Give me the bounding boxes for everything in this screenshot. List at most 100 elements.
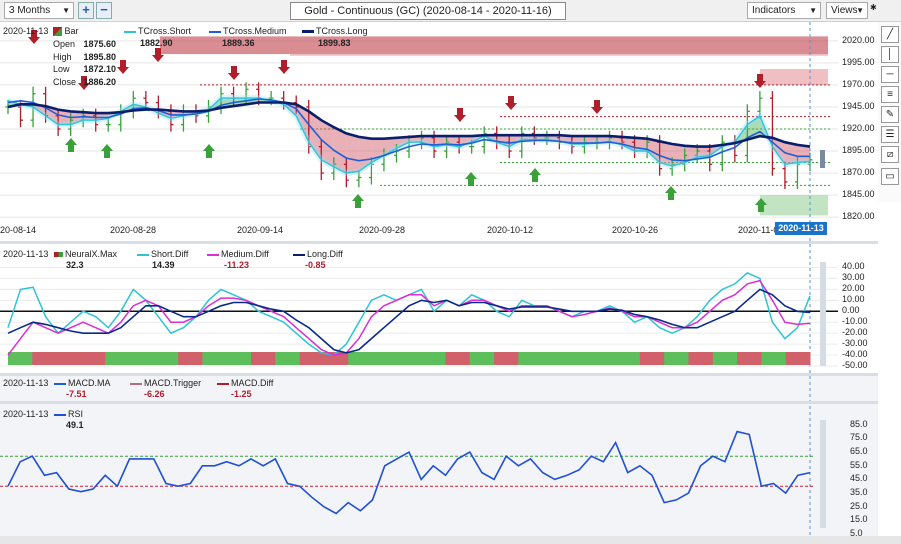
chart-title[interactable]: Gold - Continuous (GC) (2020-08-14 - 202…: [290, 2, 566, 20]
rsi-y-tick: 15.0: [850, 514, 868, 525]
legend-name: MACD.Trigger: [144, 378, 202, 388]
fib-lines-icon[interactable]: ≡: [881, 86, 899, 103]
period-select[interactable]: 3 Months ▼: [4, 2, 74, 19]
buy-arrow-icon: [65, 138, 77, 152]
neuralx-band: [56, 352, 82, 365]
rsi-y-tick: 45.0: [850, 473, 868, 484]
price-y-tick: 1945.00: [842, 100, 875, 111]
tcross-fill: [383, 137, 397, 156]
tcross-fill: [346, 133, 359, 174]
tcross-medium-value: 1889.36: [222, 38, 255, 48]
horizontal-scrollbar[interactable]: [0, 536, 901, 544]
neuralx-band: [8, 352, 33, 365]
sell-arrow-icon: [228, 66, 240, 80]
rsi-y-tick: 25.0: [850, 500, 868, 511]
tcross-fill: [496, 135, 510, 147]
rsi-y-tick: 65.0: [850, 446, 868, 457]
indicators-button[interactable]: Indicators ▼: [747, 2, 821, 19]
legend-name: MACD.Diff: [231, 378, 274, 388]
neuralx-band: [688, 352, 714, 365]
tcross-fill: [396, 136, 409, 149]
price-y-tick: 1820.00: [842, 211, 875, 222]
neuralx-band: [80, 352, 106, 365]
legend-swatch: [302, 30, 314, 34]
legend-name: TCross.Short: [138, 26, 192, 36]
neuralx-band: [421, 352, 446, 365]
macd-panel-bg: [0, 376, 878, 401]
legend-swatch: [124, 30, 136, 33]
chevron-down-icon: ▼: [809, 6, 817, 15]
panel-divider[interactable]: [0, 401, 878, 404]
tcross-short-line: [7, 97, 811, 174]
support-zone: [760, 195, 828, 216]
tcross-fill: [58, 109, 71, 125]
panel-divider[interactable]: [0, 241, 878, 244]
medium-diff-legend: Medium.Diff: [207, 249, 269, 259]
open-value: 1875.60: [83, 39, 117, 49]
views-button[interactable]: Views ▼: [826, 2, 868, 19]
neuralx-band: [396, 352, 422, 365]
price-panel-bg: [0, 22, 878, 241]
rsi-y-tick: 55.0: [850, 459, 868, 470]
tcross-long-line: [7, 101, 811, 148]
tcross-short-legend: TCross.Short: [124, 26, 191, 36]
comment-icon[interactable]: ▭: [881, 168, 899, 185]
legend-name: Short.Diff: [151, 249, 189, 259]
chart-canvas[interactable]: [0, 0, 878, 544]
neuralx-band: [566, 352, 592, 365]
legend-swatch: [137, 253, 149, 256]
neuralx-band: [153, 352, 179, 365]
legend-swatch: [293, 253, 305, 256]
diff-date: 2020-11-13: [3, 249, 49, 259]
rsi-y-tick: 35.0: [850, 487, 868, 498]
bar-icon: [53, 27, 62, 37]
legend-swatch: [54, 413, 66, 416]
neuralx-band: [251, 352, 276, 365]
tcross-fill: [647, 138, 660, 163]
zoom-out-button[interactable]: −: [96, 2, 112, 19]
neuralx-legend: NeuralX.Max: [54, 249, 117, 259]
neuralx-band: [129, 352, 155, 365]
legend-name: NeuralX.Max: [65, 249, 118, 259]
price-x-tick: 2020-08-28: [110, 225, 157, 235]
neuralx-band: [178, 352, 203, 365]
neuralx-band: [494, 352, 519, 365]
tcross-fill: [321, 120, 334, 167]
vertical-line-icon[interactable]: │: [881, 46, 899, 63]
tcross-fill: [622, 136, 635, 152]
ohlc-close: Close 1886.20: [53, 76, 116, 89]
neuralx-band: [32, 352, 58, 365]
diff-y-tick: 20.00: [842, 283, 865, 294]
neuralx-band: [348, 352, 374, 365]
buy-arrow-icon: [755, 198, 767, 212]
horizontal-line-icon[interactable]: ─: [881, 66, 899, 83]
trendline-icon[interactable]: ╱: [881, 26, 899, 43]
text-lines-icon[interactable]: ☰: [881, 126, 899, 143]
macd-date: 2020-11-13: [3, 378, 49, 388]
tcross-fill: [797, 144, 810, 163]
neuralx-band: [299, 352, 325, 365]
price-y-tick: 1920.00: [842, 123, 875, 133]
neuralx-band: [323, 352, 349, 365]
pencil-icon[interactable]: ✎: [881, 106, 899, 123]
price-y-tick: 1870.00: [842, 167, 875, 178]
tcross-short-value: 1882.90: [140, 38, 173, 48]
legend-name: Medium.Diff: [221, 249, 269, 259]
tcross-medium-legend: TCross.Medium: [209, 26, 287, 36]
legend-name: TCross.Long: [316, 26, 368, 36]
price-y-tick: 1845.00: [842, 189, 875, 200]
tcross-fill: [45, 106, 59, 125]
legend-name: Long.Diff: [307, 249, 343, 259]
zoom-in-button[interactable]: +: [78, 2, 94, 19]
high-label: High: [53, 51, 72, 62]
neuralx-band: [469, 352, 495, 365]
diff-y-tick: 40.00: [842, 261, 865, 272]
neuralx-band: [275, 352, 301, 365]
close-value: 1886.20: [83, 76, 117, 87]
diff-scroll-track: [820, 262, 826, 366]
rsi-value: 49.1: [66, 420, 84, 430]
channel-icon[interactable]: ⧄: [881, 146, 899, 163]
panel-divider[interactable]: [0, 373, 878, 376]
low-label: Low: [53, 64, 70, 74]
neuralx-band: [518, 352, 544, 365]
